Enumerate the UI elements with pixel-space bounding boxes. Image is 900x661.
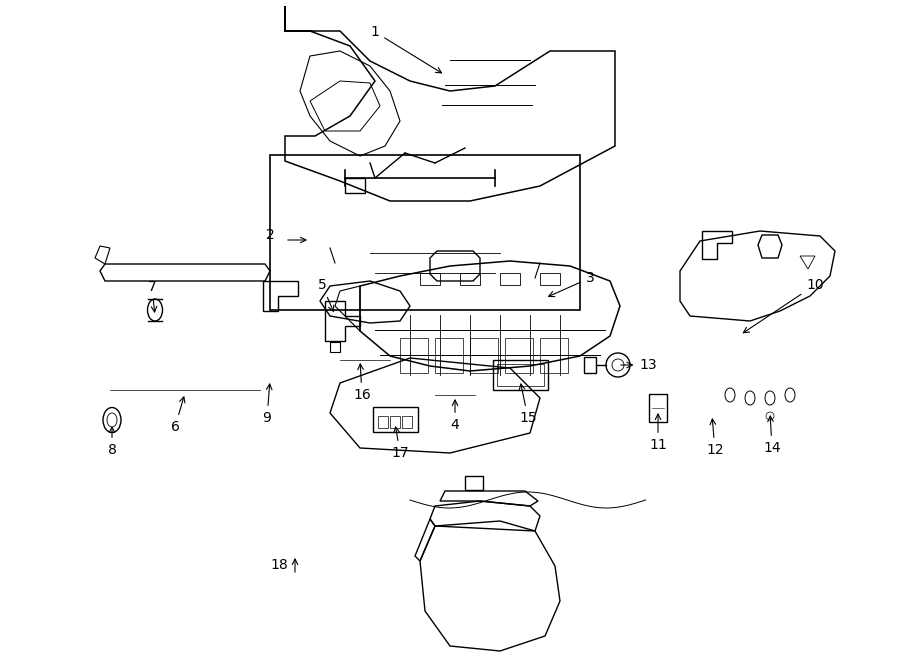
Text: 3: 3 [549, 271, 594, 297]
Text: 4: 4 [451, 400, 459, 432]
Bar [270, 155, 580, 310]
Bar [493, 360, 548, 390]
Bar [500, 273, 520, 285]
Bar [540, 273, 560, 285]
Bar [420, 273, 440, 285]
Bar [390, 416, 400, 428]
Bar [378, 416, 388, 428]
Text: 9: 9 [263, 384, 272, 425]
Bar [584, 357, 596, 373]
Bar [460, 273, 480, 285]
Text: 14: 14 [763, 416, 781, 455]
Bar [402, 416, 412, 428]
Text: 10: 10 [743, 278, 824, 332]
Text: 8: 8 [108, 427, 116, 457]
Bar [497, 364, 544, 386]
Text: 13: 13 [621, 358, 657, 372]
Bar [465, 476, 483, 490]
Text: 16: 16 [353, 364, 371, 402]
Text: 11: 11 [649, 414, 667, 452]
Bar [330, 342, 340, 352]
Text: 17: 17 [392, 427, 409, 460]
Text: 15: 15 [519, 384, 536, 425]
Text: 12: 12 [706, 419, 724, 457]
Bar [649, 394, 667, 422]
Bar [505, 338, 533, 373]
Bar [400, 338, 428, 373]
Bar [435, 338, 463, 373]
Text: 2: 2 [266, 228, 274, 242]
Text: 5: 5 [318, 278, 334, 311]
Text: 18: 18 [270, 558, 288, 572]
Bar [345, 178, 365, 193]
Bar [373, 407, 418, 432]
Text: 7: 7 [148, 280, 157, 312]
Bar [470, 338, 498, 373]
Text: 1: 1 [371, 25, 442, 73]
Bar [540, 338, 568, 373]
Text: 6: 6 [171, 397, 185, 434]
